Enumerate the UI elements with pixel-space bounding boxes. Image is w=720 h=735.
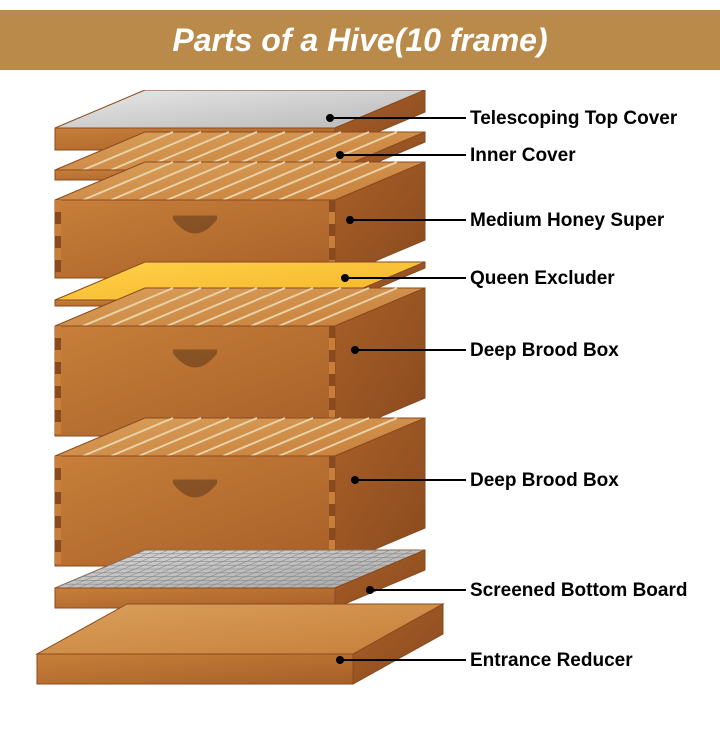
label-queen_excluder: Queen Excluder [470,268,615,289]
label-screened_bottom_board: Screened Bottom Board [470,580,687,601]
label-medium_honey_super: Medium Honey Super [470,210,665,231]
label-entrance_reducer: Entrance Reducer [470,650,633,671]
page-title: Parts of a Hive(10 frame) [172,22,547,59]
label-deep_brood_box_1: Deep Brood Box [470,340,619,361]
title-bar: Parts of a Hive(10 frame) [0,10,720,70]
hive-diagram: Telescoping Top Cover Inner Cover Medium H… [0,90,720,730]
label-telescoping_top_cover: Telescoping Top Cover [470,108,678,129]
label-deep_brood_box_2: Deep Brood Box [470,470,619,491]
label-inner_cover: Inner Cover [470,145,576,166]
hive-svg: Telescoping Top Cover Inner Cover Medium H… [0,90,720,730]
